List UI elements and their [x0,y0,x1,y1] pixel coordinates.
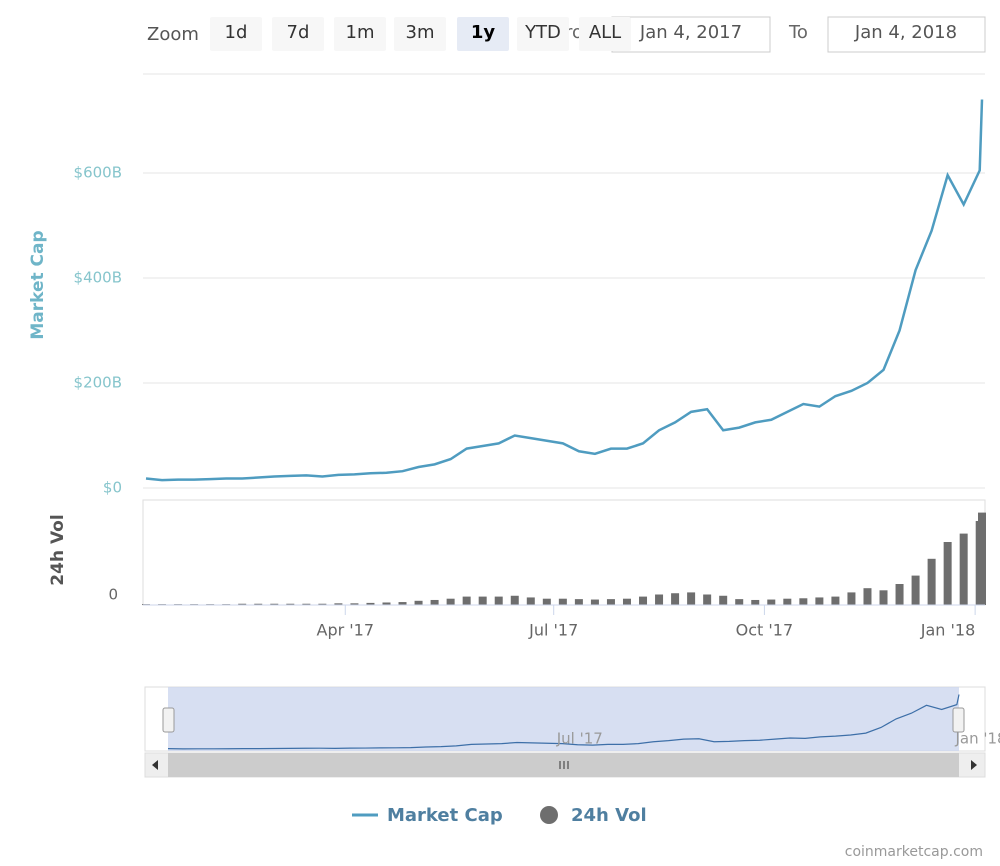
y-tick-label: $600B [74,164,122,182]
volume-bar [398,602,407,605]
volume-bar [254,603,263,605]
volume-bar [558,598,567,605]
volume-bar [815,597,824,605]
from-date[interactable]: Jan 4, 2017 [639,22,742,43]
y-tick-label: $200B [74,374,122,392]
volume-bar [978,512,986,605]
volume-bar [318,603,327,605]
x-tick-label: Jan '18 [920,621,976,640]
zoom-button[interactable] [210,17,262,51]
volume-bar [783,598,792,605]
y-tick-label: $0 [103,479,122,497]
volume-panel [142,499,986,606]
zoom-button-label[interactable]: 7d [287,22,310,43]
volume-bar [735,599,744,605]
navigator-selection[interactable] [168,687,959,751]
zoom-button[interactable] [334,17,386,51]
volume-bar [366,602,375,605]
zoom-button-label[interactable]: 3m [406,22,435,43]
to-date[interactable]: Jan 4, 2018 [854,22,957,43]
volume-bar [334,603,343,605]
y-axis-title: 24h Vol [48,514,68,585]
volume-bar [751,599,760,605]
volume-bar [671,593,680,605]
market-cap-line [145,99,984,482]
navigator-handle[interactable] [952,707,965,733]
volume-bar [542,598,551,605]
volume-bar [863,588,872,605]
legend-label[interactable]: 24h Vol [571,805,647,826]
y-tick-label: $400B [74,269,122,287]
volume-bar [590,599,599,605]
legend-label[interactable]: Market Cap [387,805,503,826]
to-label: To [788,22,808,43]
volume-bar [350,603,359,605]
volume-bar [703,594,712,605]
zoom-label: Zoom [147,24,199,45]
navigator-tick-label: Jan '18 [954,730,1000,748]
volume-bar [606,599,615,605]
volume-bar [462,596,471,605]
x-tick-label: Jul '17 [528,621,578,640]
volume-bar [687,592,696,605]
zoom-button[interactable] [517,17,569,51]
zoom-button[interactable] [457,17,509,51]
credits: coinmarketcap.com [845,844,983,860]
zoom-button[interactable] [394,17,446,51]
navigator-line [167,694,960,750]
volume-bar [895,584,904,605]
volume-bar [799,598,808,605]
zoom-button[interactable] [272,17,324,51]
volume-bar [286,603,295,605]
volume-bar [478,596,487,605]
volume-bar [430,599,439,605]
zoom-button-label[interactable]: ALL [589,22,621,43]
volume-bar [526,597,535,605]
volume-bar [622,598,631,605]
scroll-left[interactable] [152,760,158,770]
volume-bar [847,592,856,605]
volume-bar [911,575,920,605]
volume-bar [927,558,936,605]
scroll-grip [559,761,569,769]
volume-bar [655,594,664,605]
zoom-button[interactable] [579,17,631,51]
volume-bar [639,596,648,605]
volume-bar [574,599,583,605]
volume-bar [831,596,840,605]
volume-bar [943,542,952,605]
volume-bar [510,595,519,605]
zoom-button-label[interactable]: 1d [225,22,248,43]
volume-bar [959,533,968,605]
volume-bar [494,596,503,605]
zoom-button-label[interactable]: YTD [524,22,561,43]
y-tick-label: 0 [108,586,118,604]
volume-bar [238,603,247,605]
from-input[interactable] [611,16,771,53]
volume-bar [879,590,888,605]
navigator-tick-label: Jul '17 [556,730,603,748]
volume-bar [302,603,311,605]
x-tick-label: Apr '17 [317,621,375,640]
volume-bar [446,598,455,605]
scroll-right[interactable] [971,760,977,770]
volume-bar [719,595,728,605]
volume-bar [382,602,391,605]
x-tick-label: Oct '17 [736,621,794,640]
navigator-handle[interactable] [162,707,175,733]
volume-bar [767,599,776,605]
volume-bar [270,603,279,605]
zoom-button-label[interactable]: 1y [471,22,496,43]
to-input[interactable] [827,16,986,53]
legend-symbol[interactable] [540,806,558,824]
y-axis-title: Market Cap [28,230,48,339]
volume-bar [414,600,423,605]
zoom-button-label[interactable]: 1m [346,22,375,43]
